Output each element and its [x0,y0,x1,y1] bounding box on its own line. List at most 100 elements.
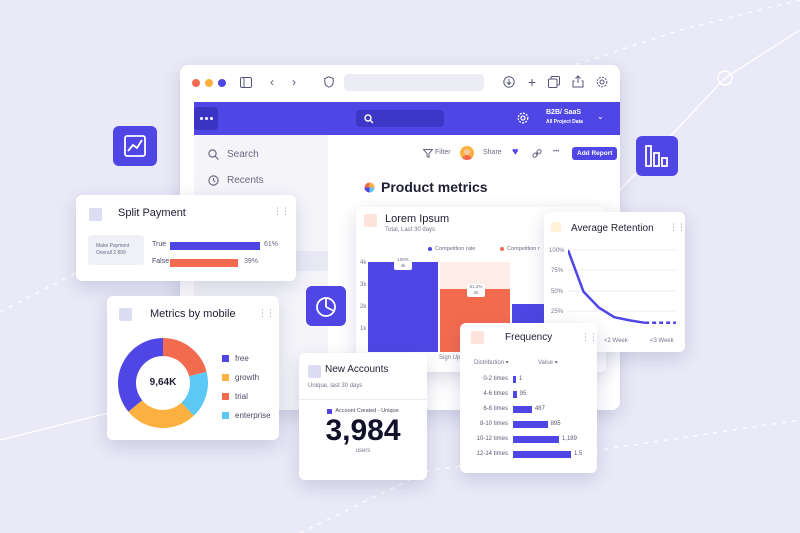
legend-item: Competition r [500,246,540,252]
bar-chart-tile [636,136,678,176]
sidebar-toggle-icon[interactable] [240,77,252,88]
split-bar-true [170,242,260,250]
card-title: Frequency [505,332,553,343]
pie-color-icon [364,182,375,192]
page-title: Product metrics [381,179,488,195]
legend-item: Competition rate [428,246,475,252]
split-bar-false [170,259,238,267]
y-tick-label: 75% [551,268,564,274]
clock-icon [208,175,219,186]
download-icon[interactable] [503,76,515,88]
sidebar-item-label: Search [227,149,259,160]
legend-swatch [222,393,229,400]
avatar[interactable] [460,146,474,160]
chart-small-icon [119,308,132,321]
share-button[interactable]: Share [483,149,502,156]
new-accounts-value: 3,984 [325,414,401,447]
frequency-bar[interactable] [513,435,559,443]
legend-item-trial: trial [222,392,248,401]
gear-icon[interactable] [596,76,608,88]
bar-data-label: 61.2% 2k [467,284,485,297]
tabs-icon[interactable] [548,76,560,88]
org-subtitle: All Project Data [546,119,583,125]
heart-icon[interactable]: ♥ [512,146,519,158]
legend-item-growth: growth [222,373,259,382]
retention-line-chart [568,249,676,325]
frequency-row-value: 1,189 [561,436,577,442]
app-header: B2B/ SaaS All Project Data ⌄ [194,102,620,135]
card-title: Split Payment [118,207,186,219]
y-tick-label: 50% [551,289,564,295]
sidebar-item-search[interactable]: Search [208,149,259,160]
sidebar-item-recents[interactable]: Recents [208,175,264,186]
retention-line [568,249,646,325]
bar[interactable] [368,262,438,352]
drag-handle-icon[interactable]: ⋮⋮ [581,332,598,342]
pie-chart-tile [306,286,346,326]
drag-handle-icon[interactable]: ⋮⋮ [258,308,275,318]
forward-icon[interactable]: › [292,75,296,89]
settings-gear-icon[interactable] [517,112,529,124]
legend-item-free: free [222,354,249,363]
frequency-bar[interactable] [513,375,516,383]
frequency-bar[interactable] [513,420,548,428]
more-menu-button[interactable]: ••• [553,149,560,155]
drag-handle-icon[interactable]: ⋮⋮ [273,206,290,216]
bar-data-label: 100% 4k [394,257,412,270]
org-title[interactable]: B2B/ SaaS [546,109,582,116]
bar-chart-small-icon [471,331,484,344]
new-accounts-card: New Accounts Unique, last 30 days Accoun… [299,353,427,480]
bar-chart-icon [645,145,668,167]
y-tick-label: 2k [360,304,367,310]
minimize-dot[interactable] [205,78,213,87]
frequency-row-value: 95 [519,391,527,397]
chevron-down-icon[interactable]: ⌄ [597,112,604,121]
card-subtitle: Unique, last 30 days [308,383,363,389]
chart-small-icon [89,208,102,221]
divider [299,399,427,400]
value-unit: users [355,448,371,454]
drag-handle-icon[interactable]: ⋮⋮ [669,222,686,232]
split-row-label: True [152,241,167,248]
donut-slice-free[interactable] [118,338,163,412]
back-icon[interactable]: ‹ [270,75,274,89]
search-icon [208,149,219,160]
x-tick-label: <2 Week [604,338,628,344]
split-row-pct: 61% [264,241,279,248]
frequency-bar[interactable] [513,405,532,413]
frequency-bar[interactable] [513,450,571,458]
url-bar[interactable] [344,74,484,91]
maximize-dot[interactable] [218,78,226,87]
split-row-pct: 39% [244,258,259,265]
link-icon[interactable] [532,149,542,158]
frequency-card: Frequency ⋮⋮ Distribution ▾ Value ▾ 0-2 … [460,323,598,473]
app-search-input[interactable] [356,110,444,127]
app-logo[interactable] [194,107,218,130]
frequency-row-label: 6-8 times [483,406,508,412]
pie-chart-icon [316,297,336,317]
donut-slice-trial[interactable] [163,338,207,377]
share-icon[interactable] [572,75,584,88]
column-header-distribution[interactable]: Distribution ▾ [474,360,509,366]
column-header-value[interactable]: Value ▾ [538,360,558,366]
close-dot[interactable] [192,78,200,87]
card-title: Average Retention [571,223,654,234]
x-tick-label: <3 Week [650,338,674,344]
sidebar-item-label: Recents [227,175,264,186]
chart-small-icon [551,222,561,232]
y-tick-label: 25% [551,309,564,315]
search-icon [364,114,374,124]
add-report-button[interactable]: Add Report [572,147,618,160]
metric-legend: Account Created - Unique [299,408,427,414]
donut-slice-growth[interactable] [128,400,194,428]
split-row-label: False [152,258,170,265]
y-tick-label: 1k [360,326,367,332]
filter-icon[interactable] [423,149,433,158]
filter-button[interactable]: Filter [435,149,451,156]
new-tab-icon[interactable]: + [527,74,537,90]
frequency-row-label: 10-12 times [476,436,508,442]
bar-chart-small-icon [364,214,377,227]
frequency-bar[interactable] [513,390,517,398]
donut-slice-enterprise[interactable] [181,371,208,416]
card-subtitle: Total, Last 30 days [385,227,436,233]
